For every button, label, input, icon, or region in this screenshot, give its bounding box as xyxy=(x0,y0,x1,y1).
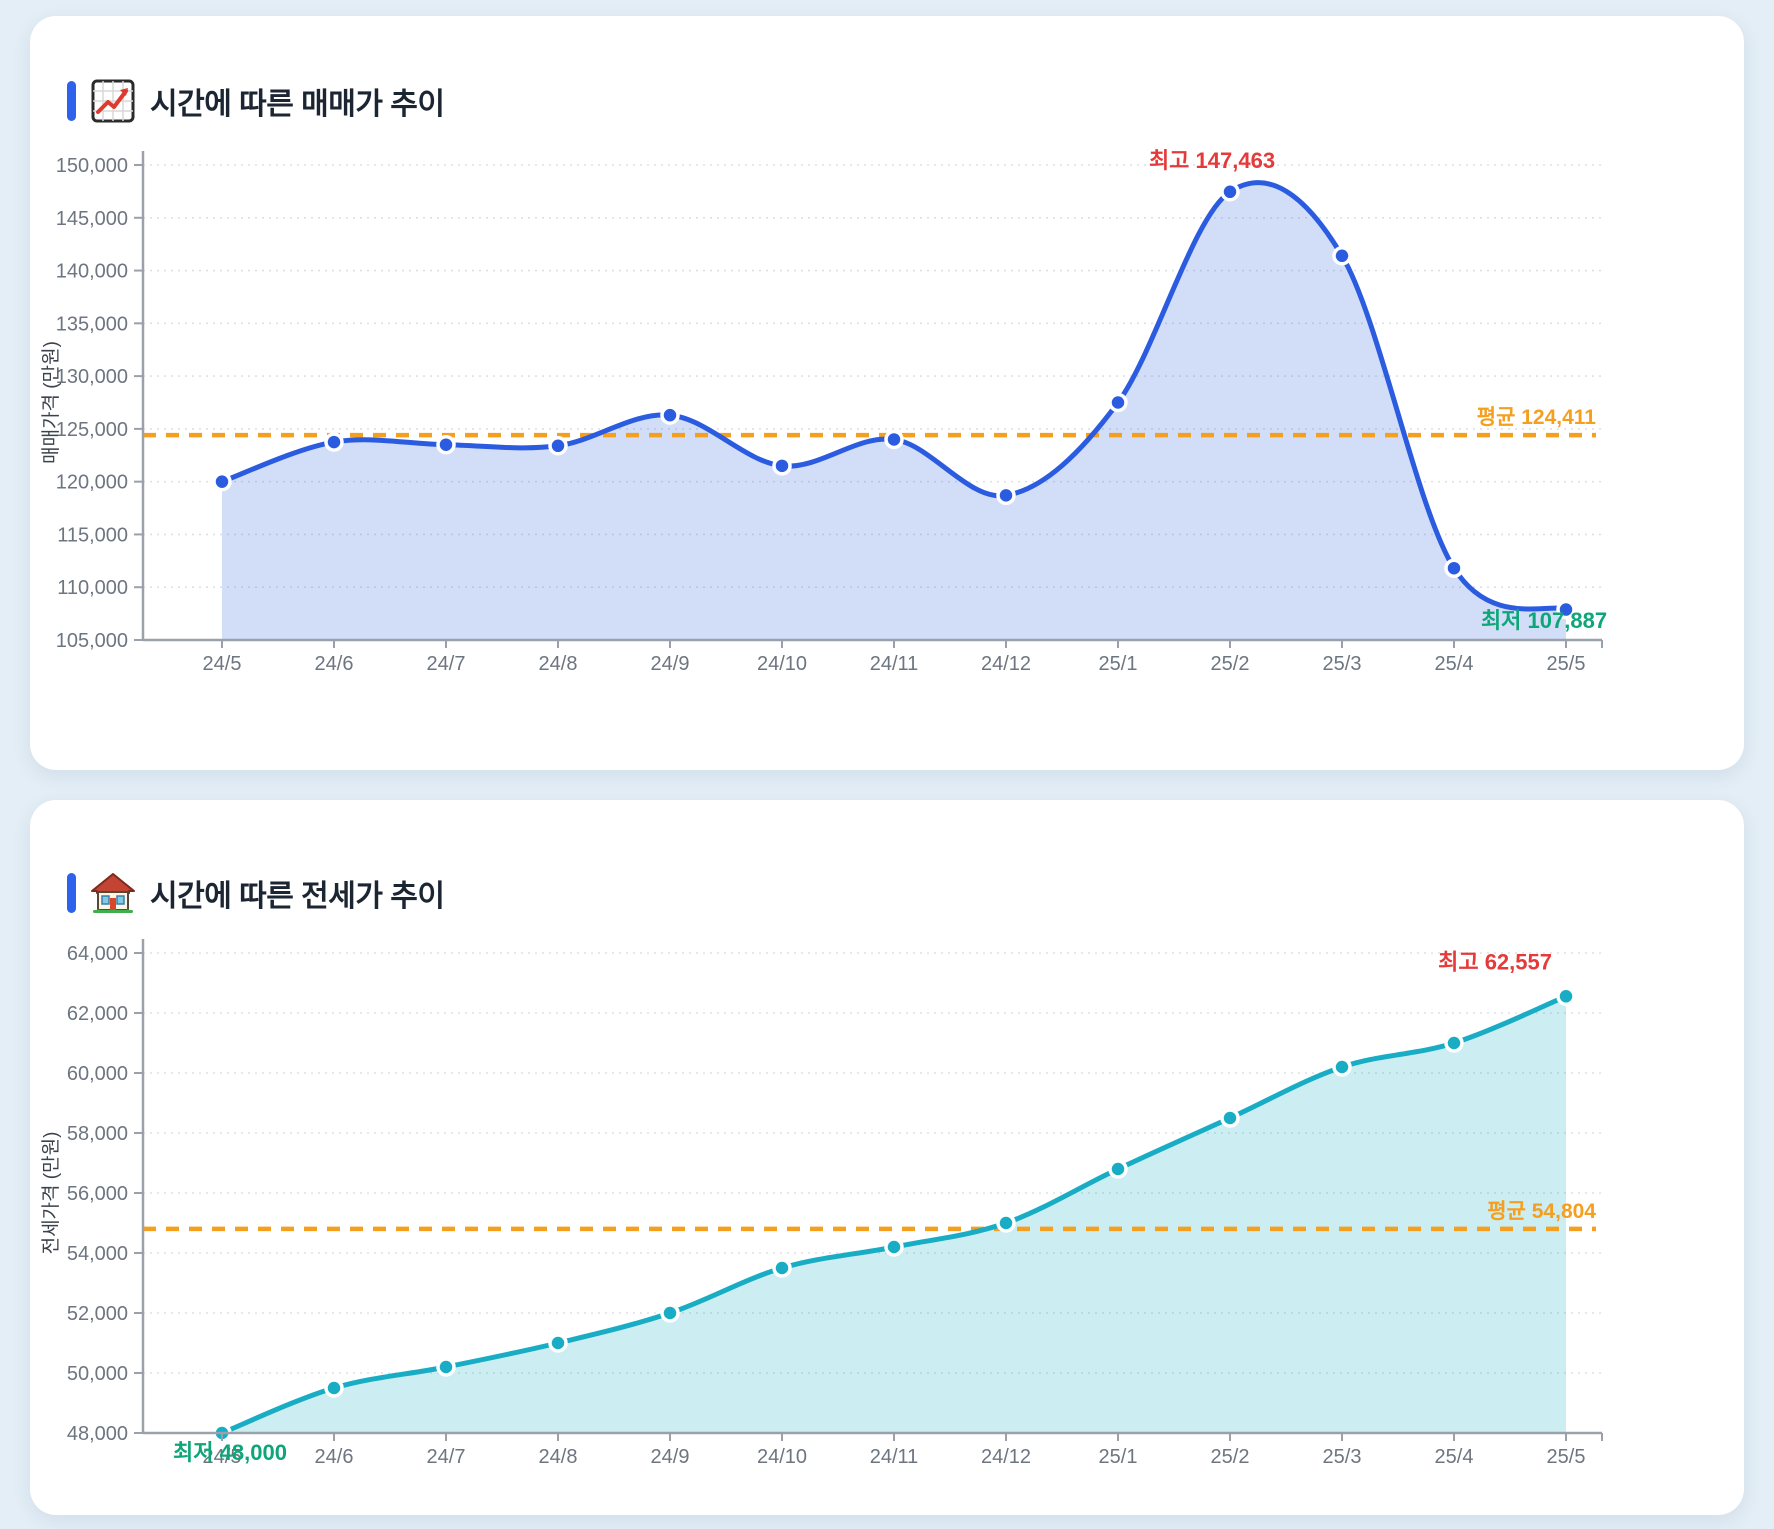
jeonse-card-header: 시간에 따른 전세가 추이 xyxy=(67,846,445,940)
y-tick-label: 145,000 xyxy=(56,208,128,230)
x-tick-label: 24/9 xyxy=(651,1446,690,1468)
data-point xyxy=(660,405,680,425)
max-label: 최고 147,463 xyxy=(1149,148,1275,173)
min-label: 최저 48,000 xyxy=(173,1440,287,1465)
y-tick-label: 50,000 xyxy=(67,1363,128,1385)
average-label: 평균 124,411 xyxy=(1477,406,1597,429)
x-tick-label: 24/10 xyxy=(757,653,807,675)
x-tick-label: 25/4 xyxy=(1435,1446,1474,1468)
data-point xyxy=(548,1333,568,1353)
y-tick-label: 54,000 xyxy=(67,1243,128,1265)
data-point xyxy=(1332,246,1352,266)
y-tick-label: 110,000 xyxy=(57,577,128,599)
x-tick-label: 25/1 xyxy=(1099,1446,1138,1468)
x-tick-label: 25/3 xyxy=(1323,653,1362,675)
y-tick-label: 130,000 xyxy=(56,366,128,388)
y-tick-label: 58,000 xyxy=(67,1123,128,1145)
sale-price-chart: 105,000 110,000 115,000 120,000 125,000 130,0… xyxy=(40,148,1607,675)
data-point xyxy=(1332,1057,1352,1077)
x-tick-label: 24/7 xyxy=(427,653,466,675)
y-tick-label: 150,000 xyxy=(56,155,128,177)
house-icon xyxy=(91,872,135,913)
max-label: 최고 62,557 xyxy=(1438,949,1552,974)
data-point xyxy=(772,1258,792,1278)
x-tick-label: 24/7 xyxy=(427,1446,466,1468)
data-point xyxy=(1108,1159,1128,1179)
y-tick-label: 140,000 xyxy=(56,261,128,283)
y-tick-label: 135,000 xyxy=(56,313,128,335)
x-tick-label: 24/6 xyxy=(315,653,354,675)
x-tick-label: 24/5 xyxy=(203,653,242,675)
data-point xyxy=(996,1213,1016,1233)
y-tick-label: 62,000 xyxy=(67,1003,128,1025)
title-accent-bar xyxy=(67,872,76,913)
x-tick-label: 24/12 xyxy=(981,1446,1031,1468)
x-tick-label: 25/5 xyxy=(1547,1446,1586,1468)
y-axis-title: 전세가격 (만원) xyxy=(40,1132,62,1255)
data-point xyxy=(1220,1108,1240,1128)
average-label: 평균 54,804 xyxy=(1487,1200,1596,1223)
data-point xyxy=(1108,392,1128,413)
y-axis-title: 매매가격 (만원) xyxy=(40,341,62,464)
series-area xyxy=(222,182,1566,640)
x-tick-label: 25/3 xyxy=(1323,1446,1362,1468)
title-accent-bar xyxy=(67,80,76,121)
data-point xyxy=(884,1237,904,1257)
series-line xyxy=(219,180,1569,613)
y-tick-label: 120,000 xyxy=(56,472,128,494)
data-point xyxy=(996,485,1016,506)
y-tick-label: 52,000 xyxy=(67,1303,128,1325)
y-tick-label: 105,000 xyxy=(56,630,128,652)
data-point xyxy=(548,436,568,456)
data-point xyxy=(660,1303,680,1323)
data-point xyxy=(1220,182,1240,202)
x-tick-label: 24/6 xyxy=(315,1446,354,1468)
data-point xyxy=(1444,1033,1464,1053)
chart-increasing-icon xyxy=(91,79,135,123)
data-point xyxy=(324,432,344,452)
x-tick-label: 24/8 xyxy=(539,1446,578,1468)
x-tick-label: 24/8 xyxy=(539,653,578,675)
x-tick-label: 25/4 xyxy=(1435,653,1474,675)
x-tick-label: 24/10 xyxy=(757,1446,807,1468)
x-tick-label: 25/2 xyxy=(1211,1446,1250,1468)
data-point xyxy=(1444,558,1464,578)
x-tick-label: 24/12 xyxy=(981,653,1031,675)
x-tick-label: 25/1 xyxy=(1099,653,1138,675)
sale-card-header: 시간에 따른 매매가 추이 xyxy=(67,54,445,148)
sale-price-trend-card: 시간에 따른 매매가 추이 105,000 110,000 115,000 120,0… xyxy=(30,16,1744,770)
data-point xyxy=(436,434,456,455)
y-tick-label: 48,000 xyxy=(67,1423,128,1445)
y-tick-label: 60,000 xyxy=(67,1063,128,1085)
y-tick-label: 115,000 xyxy=(57,524,128,546)
x-tick-label: 25/2 xyxy=(1211,653,1250,675)
jeonse-price-trend-card: 시간에 따른 전세가 추이 48,000 50,000 52,000 54,000 56… xyxy=(30,800,1744,1515)
sale-chart-title: 시간에 따른 매매가 추이 xyxy=(150,87,445,121)
y-tick-label: 125,000 xyxy=(56,419,128,441)
x-tick-label: 25/5 xyxy=(1547,653,1586,675)
data-point xyxy=(884,429,904,450)
data-point xyxy=(1556,599,1576,620)
data-point xyxy=(1556,986,1576,1007)
x-tick-label: 24/11 xyxy=(870,1446,919,1468)
x-tick-label: 24/5 xyxy=(203,1446,242,1468)
data-point xyxy=(324,1378,344,1398)
min-label: 최저 107,887 xyxy=(1481,608,1607,633)
x-tick-label: 24/11 xyxy=(870,653,919,675)
data-point xyxy=(772,456,792,476)
jeonse-price-chart: 48,000 50,000 52,000 54,000 56,000 58,000 60,0… xyxy=(40,939,1603,1468)
data-point xyxy=(212,471,232,492)
jeonse-chart-title: 시간에 따른 전세가 추이 xyxy=(150,879,445,913)
y-tick-label: 64,000 xyxy=(67,943,128,965)
data-point xyxy=(436,1357,456,1377)
y-tick-label: 56,000 xyxy=(67,1183,128,1205)
series-area xyxy=(222,996,1566,1433)
x-tick-label: 24/9 xyxy=(651,653,690,675)
